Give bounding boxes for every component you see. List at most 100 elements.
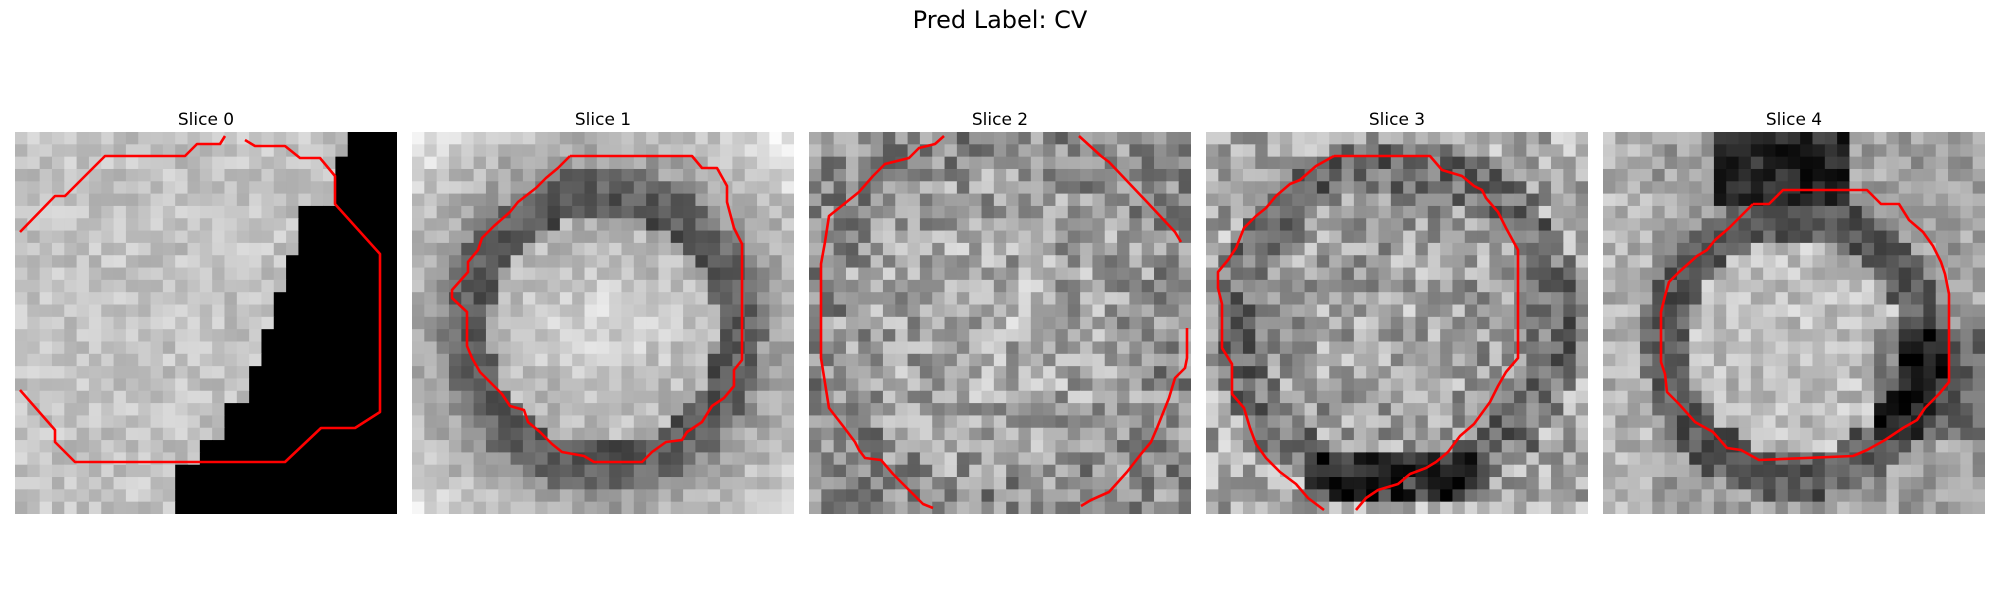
image-pixel <box>236 242 250 256</box>
image-pixel <box>286 489 300 503</box>
image-pixel <box>683 168 697 182</box>
image-pixel <box>1551 267 1564 281</box>
image-pixel <box>907 452 921 466</box>
image-pixel <box>1154 205 1167 219</box>
image-pixel <box>1627 341 1641 355</box>
image-pixel <box>1652 242 1666 256</box>
image-pixel <box>1713 415 1727 429</box>
image-pixel <box>956 181 970 195</box>
image-pixel <box>1775 230 1789 244</box>
image-pixel <box>907 403 921 417</box>
image-pixel <box>125 477 139 490</box>
image-pixel <box>1242 230 1256 244</box>
image-pixel <box>633 292 647 306</box>
image-pixel <box>1750 501 1764 514</box>
image-pixel <box>347 132 361 145</box>
image-pixel <box>769 366 783 380</box>
image-pixel <box>1652 403 1666 417</box>
image-pixel <box>1676 205 1690 219</box>
slice-panel-2: Slice 2 <box>809 108 1191 514</box>
image-pixel <box>1701 440 1715 453</box>
image-pixel <box>1043 489 1057 503</box>
image-pixel <box>1329 144 1343 158</box>
image-pixel <box>1080 452 1094 466</box>
image-pixel <box>1292 353 1306 367</box>
image-pixel <box>1911 230 1924 244</box>
image-pixel <box>993 168 1007 182</box>
image-pixel <box>1960 168 1974 182</box>
image-pixel <box>1935 440 1949 453</box>
image-pixel <box>1255 341 1269 355</box>
image-pixel <box>236 452 250 466</box>
image-pixel <box>212 440 226 453</box>
image-pixel <box>781 292 794 306</box>
image-pixel <box>1750 156 1764 170</box>
image-pixel <box>821 341 835 355</box>
image-pixel <box>1230 292 1244 306</box>
image-pixel <box>1824 181 1838 195</box>
image-pixel <box>1886 255 1900 269</box>
image-pixel <box>1972 341 1985 355</box>
image-pixel <box>51 292 65 306</box>
image-pixel <box>101 390 115 404</box>
image-pixel <box>412 464 425 478</box>
image-pixel <box>1603 292 1616 306</box>
image-pixel <box>1030 440 1044 453</box>
image-pixel <box>1911 489 1924 503</box>
image-pixel <box>310 181 324 195</box>
image-pixel <box>707 489 721 503</box>
image-pixel <box>1477 427 1491 441</box>
image-pixel <box>683 452 697 466</box>
image-pixel <box>199 156 213 170</box>
image-pixel <box>498 279 512 293</box>
image-pixel <box>113 440 127 453</box>
image-pixel <box>1267 501 1281 514</box>
image-pixel <box>323 218 336 232</box>
image-pixel <box>1886 132 1900 145</box>
image-pixel <box>1055 230 1069 244</box>
image-pixel <box>1800 255 1814 269</box>
image-pixel <box>1787 501 1801 514</box>
image-pixel <box>1166 489 1180 503</box>
image-pixel <box>64 156 78 170</box>
image-pixel <box>1403 316 1417 330</box>
image-pixel <box>424 427 438 441</box>
image-pixel <box>1874 390 1888 404</box>
image-pixel <box>224 218 238 232</box>
image-pixel <box>1911 132 1924 145</box>
image-pixel <box>1255 366 1269 380</box>
image-pixel <box>1154 156 1167 170</box>
image-pixel <box>76 390 90 404</box>
image-pixel <box>1117 489 1130 503</box>
image-pixel <box>993 255 1007 269</box>
image-pixel <box>882 489 896 503</box>
image-pixel <box>236 353 250 367</box>
image-pixel <box>1043 255 1057 269</box>
image-pixel <box>1030 390 1044 404</box>
image-pixel <box>1427 353 1441 367</box>
image-pixel <box>150 341 164 355</box>
image-pixel <box>944 218 958 232</box>
image-pixel <box>944 168 958 182</box>
image-pixel <box>1030 415 1044 429</box>
image-pixel <box>1972 168 1985 182</box>
image-pixel <box>436 440 450 453</box>
image-pixel <box>88 242 102 256</box>
image-pixel <box>286 390 300 404</box>
image-pixel <box>1676 144 1690 158</box>
image-pixel <box>51 156 65 170</box>
image-pixel <box>1800 168 1814 182</box>
image-pixel <box>1861 205 1875 219</box>
image-pixel <box>1080 316 1094 330</box>
image-pixel <box>981 144 995 158</box>
image-pixel <box>1092 501 1106 514</box>
image-pixel <box>944 378 958 392</box>
image-pixel <box>1464 267 1478 281</box>
image-pixel <box>584 415 598 429</box>
image-pixel <box>1341 316 1355 330</box>
image-pixel <box>1092 415 1106 429</box>
image-pixel <box>323 452 336 466</box>
image-pixel <box>101 267 115 281</box>
image-pixel <box>1178 501 1191 514</box>
image-pixel <box>261 353 275 367</box>
